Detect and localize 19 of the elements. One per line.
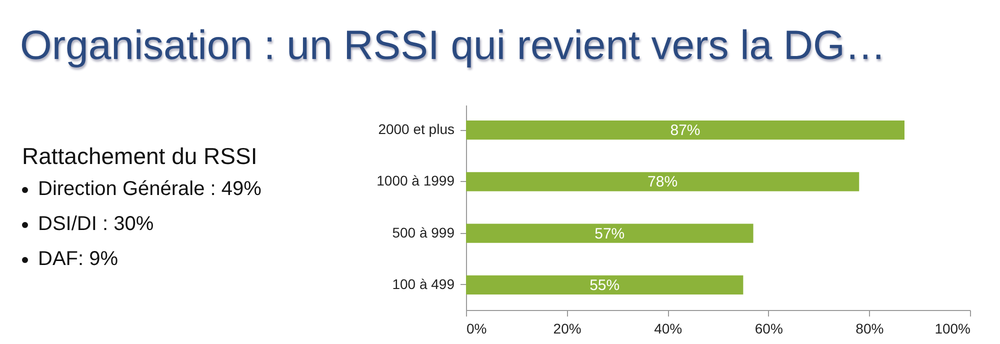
x-tick-label: 0% [466, 320, 487, 336]
text: DAF: 9% [38, 248, 118, 270]
chart-title: Organisation : un RSSI qui revient vers la DG… [20, 22, 886, 69]
text: DSI/DI : 30% [38, 213, 154, 235]
y-tick-label: 1000 à 1999 [376, 172, 455, 189]
text: Direction Générale : 49% [38, 178, 262, 200]
text: Rattachement du RSSI [22, 143, 258, 170]
x-tick-label: 40% [654, 320, 682, 336]
y-tick-label: 2000 et plus [378, 121, 454, 138]
data-label: 55% [590, 276, 620, 294]
x-tick-label: 80% [856, 320, 884, 336]
y-tick-label: 100 à 499 [392, 276, 455, 292]
data-label: 87% [670, 122, 700, 140]
data-label: 57% [594, 225, 625, 242]
x-tick-label: 100% [934, 320, 970, 336]
data-label: 78% [648, 174, 678, 191]
y-tick-label: 500 à 999 [392, 224, 455, 240]
x-tick-label: 20% [553, 320, 582, 336]
x-tick-label: 60% [754, 320, 783, 336]
